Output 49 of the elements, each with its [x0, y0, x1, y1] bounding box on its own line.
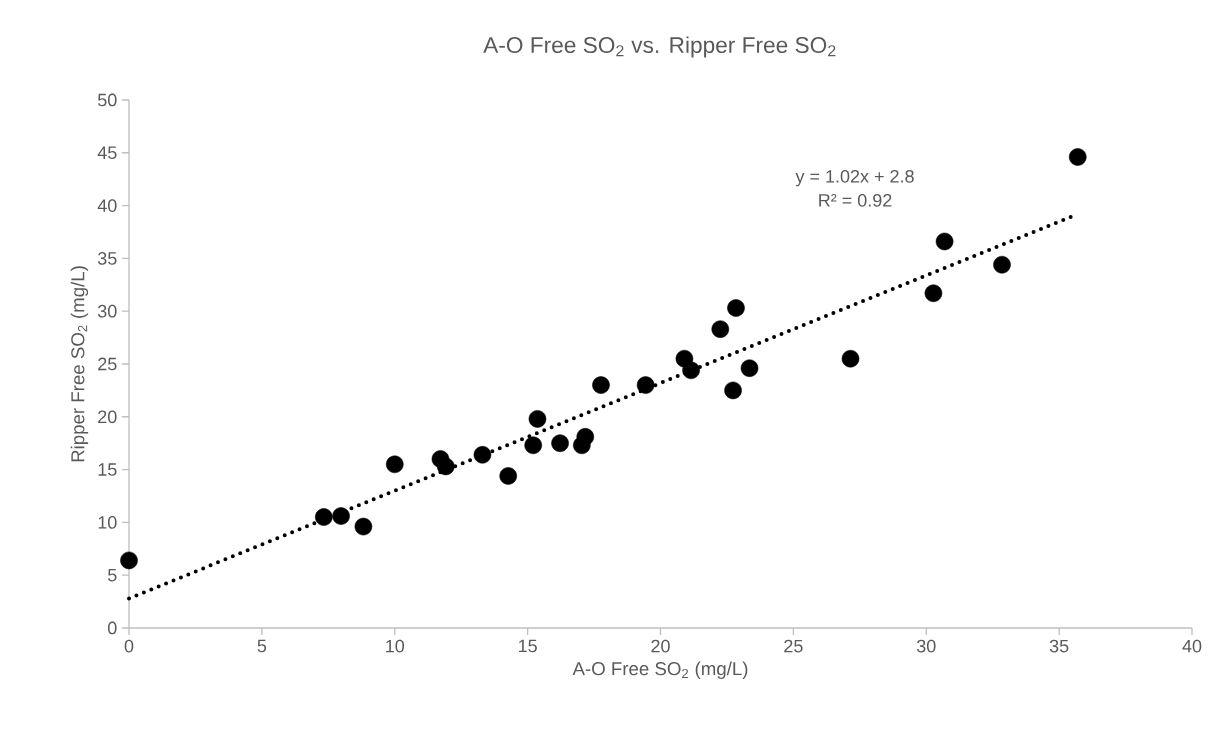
point: [528, 410, 547, 428]
y-tick-label: 35: [97, 252, 117, 265]
y-tick-label: 40: [97, 199, 117, 212]
point: [740, 359, 759, 377]
point: [636, 376, 655, 394]
x-axis-title: A-O Free SO$_{2}$ (mg/L): [572, 661, 748, 679]
y-tick-label: 10: [98, 516, 117, 529]
point: [993, 255, 1011, 274]
point: [524, 436, 542, 455]
point: [120, 551, 138, 570]
y-tick-label: 20: [98, 410, 117, 424]
point: [935, 232, 954, 251]
x-tick-label: 20: [651, 639, 670, 653]
x-tick-label: 0: [124, 639, 134, 653]
point: [499, 467, 517, 485]
point: [592, 376, 610, 394]
x-tick-label: 10: [386, 639, 405, 653]
point: [315, 508, 333, 526]
y-tick-label: 30: [97, 304, 117, 318]
x-tick-label: 15: [519, 639, 537, 653]
x-tick-label: 40: [1182, 639, 1202, 653]
annotation: R² = 0.92: [819, 193, 892, 207]
point: [924, 284, 943, 303]
y-tick-label: 45: [97, 146, 117, 160]
point: [332, 507, 350, 525]
point: [385, 455, 404, 474]
y-tick-label: 50: [97, 93, 117, 107]
point: [551, 434, 569, 452]
annotation: y = 1.02x + 2.8: [795, 169, 914, 187]
point: [724, 381, 742, 400]
point: [473, 446, 492, 464]
x-tick-label: 30: [916, 639, 936, 653]
point: [354, 517, 373, 536]
x-tick-label: 5: [257, 639, 267, 653]
point: [711, 320, 730, 338]
point: [841, 349, 860, 368]
x-tick-label: 25: [784, 639, 803, 653]
y-tick-label: 0: [107, 621, 117, 635]
chart-title: A-O Free SO$_{2}$ vs. Ripper Free SO$_{2}$: [483, 36, 836, 58]
point: [437, 457, 455, 476]
y-tick-label: 25: [98, 357, 117, 371]
point: [727, 299, 745, 317]
point: [1068, 148, 1087, 166]
point: [576, 428, 595, 446]
x-tick-label: 35: [1049, 639, 1069, 653]
point: [682, 361, 700, 380]
y-tick-label: 5: [107, 568, 117, 582]
y-tick-label: 15: [98, 463, 117, 476]
y-axis-title: Ripper Free SO$_{2}$ (mg/L): [70, 266, 89, 462]
